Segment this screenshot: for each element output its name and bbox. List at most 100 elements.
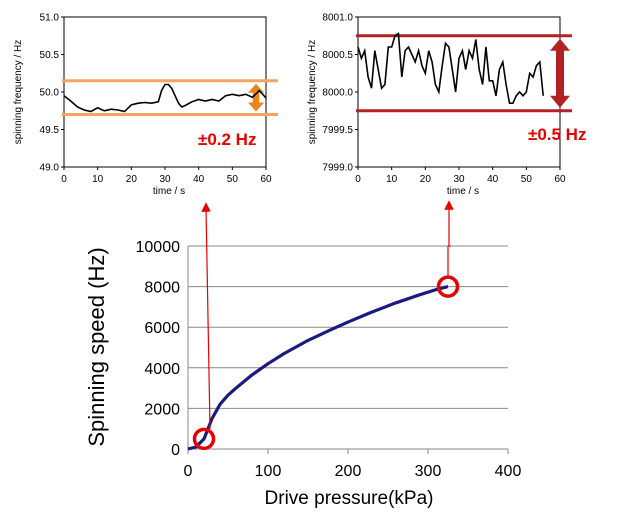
right_inset-y-tick-label: 7999.0: [322, 163, 353, 174]
right_inset-data-point: [401, 77, 402, 78]
right_inset-data-point: [455, 92, 456, 93]
right_inset-data-point: [391, 47, 392, 48]
right_inset-y-tick-label: 8000.5: [322, 50, 353, 61]
right_inset-data-point: [398, 33, 399, 34]
right_inset-data-point: [384, 84, 385, 85]
main-data-point: [347, 322, 348, 323]
right_inset-data-point: [388, 47, 389, 48]
right_inset-data-point: [536, 65, 537, 66]
main-data-point: [203, 438, 204, 439]
main-y-tick-label: 0: [171, 442, 180, 459]
left_inset-data-point: [144, 102, 145, 103]
right_inset-data-point: [405, 50, 406, 51]
left_inset-data-point: [218, 101, 219, 102]
left_inset-y-tick-label: 50.0: [40, 88, 60, 99]
left_inset-data-point: [131, 104, 132, 105]
right_inset-data-point: [462, 50, 463, 51]
right_inset-data-point: [543, 95, 544, 96]
right_inset-data-point: [411, 54, 412, 55]
left_inset-data-point: [198, 99, 199, 100]
right_inset-x-tick-label: 60: [554, 174, 566, 185]
right_inset-y-tick-label: 7999.5: [322, 125, 353, 136]
right_inset-data-point: [374, 50, 375, 51]
main-series-line: [187, 285, 449, 451]
right_inset-data-point: [519, 92, 520, 93]
right_inset-data-point: [475, 39, 476, 40]
left_inset-x-tick-label: 50: [227, 174, 239, 185]
left_inset-data-point: [117, 110, 118, 111]
right_inset-plot-frame: [357, 16, 561, 168]
left_inset-data-point: [181, 107, 182, 108]
right_inset-y-tick-label: 8001.0: [322, 13, 353, 24]
right_inset-data-point: [408, 47, 409, 48]
left_inset-data-point: [124, 111, 125, 112]
left_inset-x-axis-label: time / s: [153, 186, 185, 197]
right_inset-data-point: [452, 69, 453, 70]
right_inset-data-point: [509, 103, 510, 104]
left_inset-data-point: [158, 101, 159, 102]
main-y-tick-label: 2000: [144, 401, 180, 418]
right_inset-data-point: [529, 73, 530, 74]
left_inset-y-tick-label: 51.0: [40, 13, 60, 24]
main-y-tick-label: 8000: [144, 280, 180, 297]
right_inset-data-point: [465, 69, 466, 70]
main-x-tick-label: 0: [184, 463, 193, 480]
left_inset-series-line: [63, 83, 267, 113]
right_inset-data-point: [368, 77, 369, 78]
right_inset-data-point: [489, 80, 490, 81]
right_inset-data-point: [448, 47, 449, 48]
main-data-point: [435, 289, 436, 290]
right_inset-data-point: [415, 62, 416, 63]
left_inset-data-point: [178, 103, 179, 104]
right_inset-data-point: [502, 62, 503, 63]
right_inset-data-point: [526, 92, 527, 93]
main-y-tick-label: 6000: [144, 320, 180, 337]
left_inset-data-point: [64, 95, 65, 96]
right_inset-data-point: [435, 84, 436, 85]
main-data-point: [187, 448, 188, 449]
left_inset-data-point: [104, 110, 105, 111]
left_inset-data-point: [205, 101, 206, 102]
right_inset-data-point: [482, 84, 483, 85]
main-y-tick-label: 4000: [144, 361, 180, 378]
left_inset-data-point: [259, 90, 260, 91]
right_inset-tolerance-label: ±0.5 Hz: [528, 125, 586, 144]
right_inset-data-point: [459, 58, 460, 59]
right_inset-data-point: [506, 84, 507, 85]
main-data-point: [227, 395, 228, 396]
left_inset-tolerance-label: ±0.2 Hz: [198, 130, 256, 149]
left_inset-x-tick-label: 60: [260, 174, 272, 185]
right_inset-data-point: [539, 62, 540, 63]
right_inset-data-point: [438, 92, 439, 93]
right_inset-tolerance-arrow: [550, 38, 570, 108]
left_inset-data-point: [191, 101, 192, 102]
main-y-tick-label: 10000: [136, 239, 181, 256]
left_inset-data-point: [266, 98, 267, 99]
right_inset-data-point: [395, 35, 396, 36]
left_inset-x-tick-label: 40: [193, 174, 205, 185]
main-data-point: [211, 418, 212, 419]
left_inset-data-point: [168, 84, 169, 85]
left_inset-data-point: [239, 95, 240, 96]
left_inset-data-point: [161, 90, 162, 91]
main-data-point: [235, 388, 236, 389]
left_inset-tolerance-arrow: [248, 83, 264, 112]
left_inset-y-tick-label: 50.5: [40, 50, 60, 61]
left_inset-y-tick-label: 49.5: [40, 125, 60, 136]
main-data-point: [443, 287, 444, 288]
left_inset-data-point: [252, 97, 253, 98]
main-y-axis-label: Spinning speed (Hz): [84, 247, 109, 446]
left_inset-data-point: [111, 109, 112, 110]
main-data-point: [395, 302, 396, 303]
right_inset-x-tick-label: 50: [521, 174, 533, 185]
right_inset-data-point: [428, 50, 429, 51]
left_inset-data-point: [212, 99, 213, 100]
right_inset-y-axis-label: spinning frequency / Hz: [307, 40, 318, 145]
right_inset-data-point: [432, 62, 433, 63]
right_inset-x-tick-label: 40: [487, 174, 499, 185]
right_inset-data-point: [496, 95, 497, 96]
right_inset-x-tick-label: 20: [420, 174, 432, 185]
right_inset-data-point: [469, 50, 470, 51]
left_inset-data-point: [77, 107, 78, 108]
